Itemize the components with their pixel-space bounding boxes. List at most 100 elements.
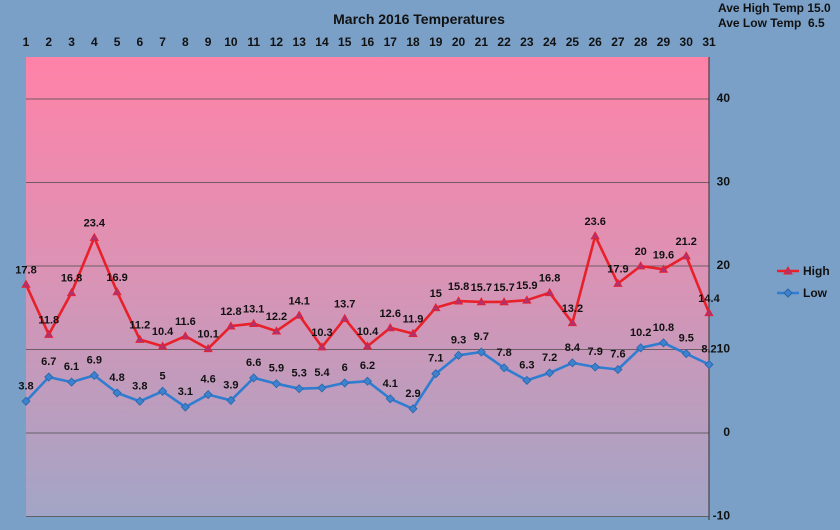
high-data-label: 12.6: [380, 308, 401, 320]
y-tick-label: 20: [717, 258, 731, 272]
low-point: [431, 369, 441, 379]
low-point: [135, 396, 145, 406]
high-data-label: 21.2: [676, 236, 697, 248]
high-point: [704, 307, 714, 317]
high-data-label: 12.8: [220, 306, 241, 318]
high-point: [271, 326, 282, 335]
ave-high-annotation: Ave High Temp 15.0: [718, 1, 831, 15]
low-data-label: 9.7: [474, 331, 489, 343]
low-point: [294, 384, 304, 394]
x-tick-label: 14: [315, 35, 329, 49]
low-data-label: 3.9: [223, 379, 238, 391]
low-point: [203, 390, 213, 400]
high-point: [180, 331, 191, 340]
high-point: [522, 295, 532, 304]
high-data-label: 16.9: [106, 272, 127, 284]
x-tick-label: 1: [23, 35, 30, 49]
high-data-label: 23.4: [84, 218, 106, 230]
low-point: [21, 396, 31, 406]
x-tick-label: 22: [497, 35, 511, 49]
x-tick-label: 26: [588, 35, 602, 49]
plot-area: [26, 57, 709, 517]
x-tick-label: 30: [680, 35, 694, 49]
low-data-label: 3.1: [178, 386, 193, 398]
y-tick-label: 30: [717, 175, 731, 189]
low-point: [408, 404, 418, 414]
chart-title: March 2016 Temperatures: [333, 11, 505, 27]
high-data-label: 15: [430, 288, 442, 300]
high-point: [157, 341, 168, 350]
high-point: [248, 318, 259, 328]
high-point: [431, 302, 441, 312]
x-tick-label: 20: [452, 35, 466, 49]
high-point: [226, 321, 236, 330]
low-data-label: 6.6: [246, 357, 261, 369]
high-data-label: 11.9: [403, 314, 424, 326]
high-point: [340, 313, 350, 323]
high-data-label: 20: [635, 246, 647, 258]
low-data-label: 5.4: [314, 367, 330, 379]
low-data-label: 3.8: [132, 380, 147, 392]
x-tick-label: 25: [566, 35, 580, 49]
high-point: [362, 341, 373, 350]
x-tick-label: 23: [520, 35, 534, 49]
high-point: [21, 279, 31, 288]
high-data-label: 23.6: [584, 216, 605, 228]
low-data-label: 7.8: [496, 347, 511, 359]
x-tick-label: 11: [247, 35, 260, 49]
high-data-label: 10.3: [311, 327, 332, 339]
y-tick-label: -10: [713, 509, 731, 523]
low-point: [180, 402, 190, 412]
high-point: [544, 287, 555, 297]
low-data-label: 6.2: [360, 360, 375, 372]
legend-low-label: Low: [803, 286, 828, 300]
low-data-label: 7.9: [588, 346, 603, 358]
low-point: [658, 338, 669, 348]
high-data-label: 11.2: [129, 319, 150, 331]
high-point: [499, 297, 509, 306]
y-tick-label: 40: [717, 91, 731, 105]
x-tick-label: 5: [114, 35, 121, 49]
y-tick-label: 0: [723, 425, 730, 439]
high-data-label: 15.7: [471, 282, 492, 294]
low-data-label: 6.9: [87, 354, 102, 366]
low-point: [226, 395, 236, 406]
x-tick-label: 18: [406, 35, 420, 49]
x-tick-label: 15: [338, 35, 352, 49]
high-data-label: 14.1: [288, 295, 309, 307]
low-data-label: 9.3: [451, 334, 466, 346]
legend-low-marker: [783, 288, 793, 298]
legend-high-label: High: [803, 264, 830, 278]
low-data-label: 9.5: [679, 333, 694, 345]
high-data-label: 16.8: [61, 273, 82, 285]
legend-high-marker: [783, 265, 793, 275]
x-tick-label: 12: [270, 35, 284, 49]
low-data-label: 4.8: [109, 372, 124, 384]
low-data-label: 4.1: [383, 378, 398, 390]
low-point: [476, 347, 486, 357]
low-point: [89, 370, 99, 380]
high-data-label: 17.8: [15, 264, 36, 276]
high-point: [385, 322, 395, 332]
low-data-label: 6: [342, 362, 348, 374]
low-point: [44, 372, 54, 382]
high-point: [408, 328, 418, 338]
low-data-label: 8.4: [565, 342, 581, 354]
x-tick-label: 28: [634, 35, 648, 49]
x-tick-label: 8: [182, 35, 189, 49]
high-data-label: 13.1: [243, 304, 264, 316]
high-data-label: 11.6: [175, 316, 196, 328]
high-point: [203, 343, 213, 353]
legend: High Low: [777, 264, 830, 300]
high-data-label: 10.4: [357, 326, 379, 338]
high-data-label: 16.8: [539, 273, 560, 285]
high-point: [567, 317, 578, 327]
low-data-label: 6.1: [64, 361, 79, 373]
high-point: [636, 261, 646, 270]
high-data-label: 11.8: [38, 314, 59, 326]
high-point: [658, 264, 669, 273]
low-data-label: 10.8: [653, 322, 674, 334]
high-point: [294, 310, 304, 319]
x-tick-label: 6: [136, 35, 143, 49]
